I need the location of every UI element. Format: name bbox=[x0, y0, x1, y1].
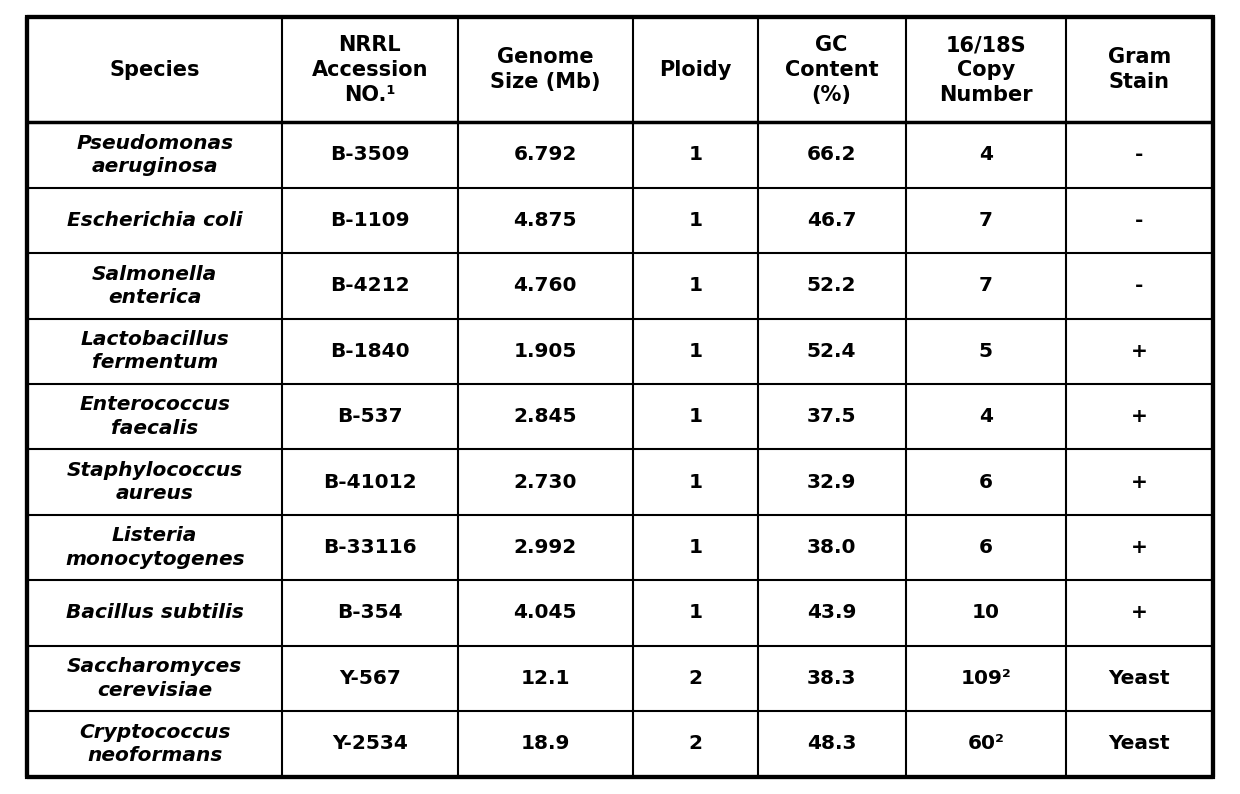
Text: 48.3: 48.3 bbox=[807, 734, 857, 754]
Text: Pseudomonas
aeruginosa: Pseudomonas aeruginosa bbox=[76, 133, 233, 176]
Text: 109²: 109² bbox=[960, 669, 1011, 688]
Text: Ploidy: Ploidy bbox=[660, 60, 732, 80]
Text: Yeast: Yeast bbox=[1109, 669, 1171, 688]
Text: 1: 1 bbox=[688, 603, 702, 622]
Text: 10: 10 bbox=[972, 603, 999, 622]
Text: Listeria
monocytogenes: Listeria monocytogenes bbox=[64, 526, 244, 569]
Text: B-1840: B-1840 bbox=[330, 341, 409, 360]
Text: 4.045: 4.045 bbox=[513, 603, 577, 622]
Text: 2: 2 bbox=[688, 734, 702, 754]
Text: Salmonella
enterica: Salmonella enterica bbox=[92, 264, 217, 307]
Text: NRRL
Accession
NO.¹: NRRL Accession NO.¹ bbox=[311, 35, 428, 105]
Text: Staphylococcus
aureus: Staphylococcus aureus bbox=[67, 461, 243, 503]
Text: 66.2: 66.2 bbox=[807, 145, 857, 164]
Text: Lactobacillus
fermentum: Lactobacillus fermentum bbox=[81, 330, 229, 372]
Text: 32.9: 32.9 bbox=[807, 472, 857, 491]
Text: B-33116: B-33116 bbox=[324, 538, 417, 557]
Text: 18.9: 18.9 bbox=[521, 734, 570, 754]
Text: 2.730: 2.730 bbox=[513, 472, 577, 491]
Text: 1: 1 bbox=[688, 145, 702, 164]
Text: Cryptococcus
neoformans: Cryptococcus neoformans bbox=[79, 723, 231, 765]
Text: 1: 1 bbox=[688, 276, 702, 295]
Text: 2.992: 2.992 bbox=[513, 538, 577, 557]
Text: 7: 7 bbox=[978, 276, 993, 295]
Text: -: - bbox=[1135, 276, 1143, 295]
Text: Genome
Size (Mb): Genome Size (Mb) bbox=[490, 48, 600, 92]
Text: B-537: B-537 bbox=[337, 407, 403, 426]
Text: B-4212: B-4212 bbox=[330, 276, 409, 295]
Text: 43.9: 43.9 bbox=[807, 603, 857, 622]
Text: -: - bbox=[1135, 211, 1143, 230]
Text: Species: Species bbox=[109, 60, 200, 80]
Text: 1: 1 bbox=[688, 472, 702, 491]
Text: 6.792: 6.792 bbox=[513, 145, 577, 164]
Text: +: + bbox=[1131, 341, 1148, 360]
Text: Escherichia coli: Escherichia coli bbox=[67, 211, 243, 230]
Text: +: + bbox=[1131, 407, 1148, 426]
Text: Yeast: Yeast bbox=[1109, 734, 1171, 754]
Text: GC
Content
(%): GC Content (%) bbox=[785, 35, 878, 105]
Text: 6: 6 bbox=[978, 472, 993, 491]
Text: 4.875: 4.875 bbox=[513, 211, 577, 230]
Text: 60²: 60² bbox=[967, 734, 1004, 754]
Text: 1: 1 bbox=[688, 341, 702, 360]
Text: 52.2: 52.2 bbox=[807, 276, 857, 295]
Text: 6: 6 bbox=[978, 538, 993, 557]
Text: Saccharomyces
cerevisiae: Saccharomyces cerevisiae bbox=[67, 657, 242, 700]
Text: Bacillus subtilis: Bacillus subtilis bbox=[66, 603, 243, 622]
Text: 37.5: 37.5 bbox=[807, 407, 857, 426]
Text: B-1109: B-1109 bbox=[330, 211, 409, 230]
Text: 12.1: 12.1 bbox=[521, 669, 570, 688]
Text: 4: 4 bbox=[978, 145, 993, 164]
Text: Y-2534: Y-2534 bbox=[332, 734, 408, 754]
Text: 1.905: 1.905 bbox=[513, 341, 577, 360]
Text: 1: 1 bbox=[688, 538, 702, 557]
Text: +: + bbox=[1131, 538, 1148, 557]
Text: 7: 7 bbox=[978, 211, 993, 230]
Text: B-3509: B-3509 bbox=[330, 145, 409, 164]
Text: 2: 2 bbox=[688, 669, 702, 688]
Text: 4: 4 bbox=[978, 407, 993, 426]
Text: 5: 5 bbox=[978, 341, 993, 360]
Text: 46.7: 46.7 bbox=[807, 211, 857, 230]
Text: 16/18S
Copy
Number: 16/18S Copy Number bbox=[939, 35, 1033, 105]
Text: -: - bbox=[1135, 145, 1143, 164]
Text: 38.0: 38.0 bbox=[807, 538, 857, 557]
Text: 38.3: 38.3 bbox=[807, 669, 857, 688]
Text: 1: 1 bbox=[688, 407, 702, 426]
Text: 2.845: 2.845 bbox=[513, 407, 577, 426]
Text: +: + bbox=[1131, 472, 1148, 491]
Text: Y-567: Y-567 bbox=[339, 669, 401, 688]
Text: B-354: B-354 bbox=[337, 603, 403, 622]
Text: B-41012: B-41012 bbox=[324, 472, 417, 491]
Text: Enterococcus
faecalis: Enterococcus faecalis bbox=[79, 395, 231, 438]
Text: Gram
Stain: Gram Stain bbox=[1107, 48, 1171, 92]
Text: +: + bbox=[1131, 603, 1148, 622]
Text: 52.4: 52.4 bbox=[807, 341, 857, 360]
Text: 4.760: 4.760 bbox=[513, 276, 577, 295]
Text: 1: 1 bbox=[688, 211, 702, 230]
